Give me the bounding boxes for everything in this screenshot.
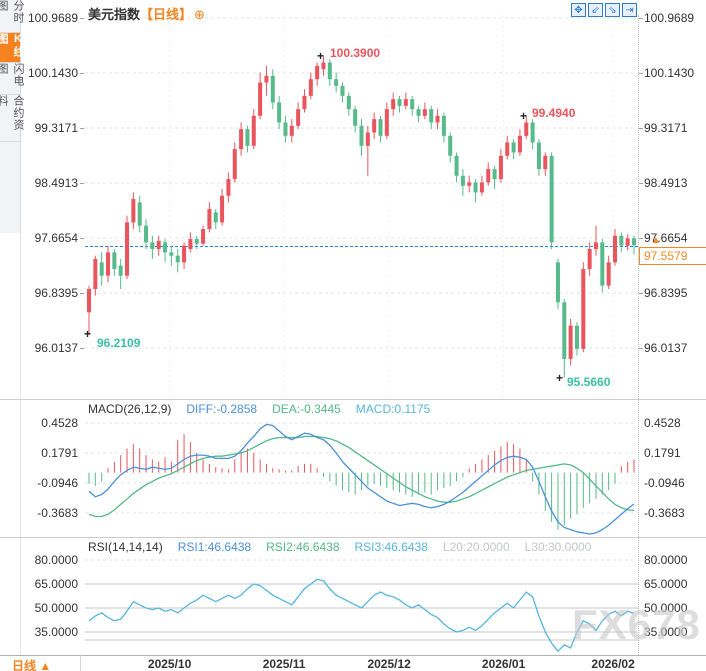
rsi3-value: RSI3:46.6438 [354,540,428,554]
y-axis-label: 0.4528 [644,416,681,430]
y-axis-label: 96.8395 [644,286,688,300]
rsi2-value: RSI2:46.6438 [266,540,340,554]
rsi1-value: RSI1:46.6438 [177,540,252,554]
high2-marker: + [520,109,528,123]
sidebar-tab-timeshare[interactable]: 分时图 [0,0,24,33]
high1-marker: + [317,49,325,63]
divider-macd-rsi [0,537,706,538]
axis-tick [639,238,643,239]
low2-label: 95.5660 [567,375,611,389]
sidebar-tab-lightning[interactable]: 闪电图 [0,63,24,95]
axis-tick [80,128,84,129]
chart-toolbar: ✥ ⇙ ⇘ ⇥ [571,3,637,17]
y-axis-label: 96.0137 [644,341,688,355]
axis-tick [80,238,84,239]
y-axis-label: -0.0946 [644,476,685,490]
add-indicator-icon[interactable]: ⊕ [194,7,205,22]
period-tag: 【日线】 [140,7,193,22]
axis-tick [639,183,643,184]
y-axis-label: 50.0000 [34,601,78,615]
sidebar-tab-kline[interactable]: K线图 [0,33,24,63]
axis-tick [639,128,643,129]
y-axis-label: 96.0137 [34,341,78,355]
macd-chart-canvas[interactable] [85,418,638,535]
macd-title: MACD(26,12,9) [88,402,172,416]
axis-tick [639,293,643,294]
y-axis-label: 99.3171 [644,121,688,135]
y-axis-label: 0.1791 [644,446,681,460]
y-axis-label: 0.4528 [41,416,78,430]
x-axis-label: 2025/12 [367,657,411,671]
plot-right-edge [638,15,639,655]
y-axis-label: 80.0000 [644,553,688,567]
y-axis-label: -0.3683 [644,506,685,520]
y-axis-label: 97.6654 [644,231,688,245]
y-axis-label: 97.6654 [34,231,78,245]
rsi-l30-value: L30:30.0000 [524,540,592,554]
x-axis-label: 2026/02 [591,657,635,671]
x-axis-label: 2026/01 [481,657,526,671]
y-axis-label: 100.1430 [644,66,695,80]
price-up-arrow-icon: ▲ [651,235,661,246]
axis-tick [80,18,84,19]
axis-tick [639,73,643,74]
axis-tick [80,293,84,294]
crosshair-icon[interactable]: ✥ [571,3,586,17]
price-chart-canvas[interactable] [85,15,638,399]
shift-right-icon[interactable]: ⇥ [622,3,637,17]
x-axis-label: 2025/11 [262,657,306,671]
period-cell [0,655,81,671]
chart-title: 美元指数【日线】 ⊕ [88,4,205,23]
y-axis-label: 65.0000 [34,577,78,591]
symbol-name: 美元指数 [88,7,141,22]
y-axis-label: 80.0000 [34,553,78,567]
axis-tick [80,73,84,74]
high2-label: 99.4940 [532,106,576,120]
x-axis-label: 2025/10 [147,657,192,671]
rsi-title: RSI(14,14,14) [88,540,163,554]
axis-tick [80,183,84,184]
y-axis-label: 0.1791 [41,446,78,460]
current-price-line [85,246,638,247]
y-axis-label: 100.1430 [27,66,78,80]
y-axis-label: 96.8395 [34,286,78,300]
y-axis-label: 35.0000 [34,625,78,639]
period-selector[interactable]: 日线 ▲ [12,659,52,671]
y-axis-label: 99.3171 [34,121,78,135]
fit-left-icon[interactable]: ⇙ [588,3,603,17]
time-axis [0,655,706,671]
divider-price-macd [0,399,706,400]
current-price-box: 97.5579 [639,247,706,265]
sidebar-tab-contract-info[interactable]: 合约资料 [0,95,24,142]
axis-tick [80,348,84,349]
axis-tick [639,348,643,349]
y-axis-label: 50.0000 [644,601,688,615]
y-axis-label: -0.3683 [37,506,78,520]
y-axis-label: 100.9689 [27,11,78,25]
y-axis-label: 65.0000 [644,577,688,591]
sidebar-divider [20,0,21,655]
high1-label: 100.3900 [330,46,381,60]
y-axis-label: 100.9689 [644,11,695,25]
low2-marker: + [556,371,564,385]
rsi-l20-value: L20:20.0000 [442,540,510,554]
macd-bar-value: MACD:0.1175 [355,402,431,416]
macd-diff-value: DIFF:-0.2858 [186,402,258,416]
y-axis-label: -0.0946 [37,476,78,490]
axis-tick [639,18,643,19]
sidebar: 分时图 K线图 闪电图 合约资料 [0,0,24,233]
rsi-chart-canvas[interactable] [85,556,638,655]
low1-marker: + [84,327,92,341]
y-axis-label: 98.4913 [34,176,78,190]
fit-right-icon[interactable]: ⇘ [605,3,620,17]
low1-label: 96.2109 [97,336,141,350]
y-axis-label: 98.4913 [644,176,688,190]
macd-header: MACD(26,12,9) DIFF:-0.2858 DEA:-0.3445 M… [88,402,430,416]
y-axis-label: 35.0000 [644,625,688,639]
macd-dea-value: DEA:-0.3445 [272,402,341,416]
rsi-header: RSI(14,14,14) RSI1:46.6438 RSI2:46.6438 … [88,540,591,554]
